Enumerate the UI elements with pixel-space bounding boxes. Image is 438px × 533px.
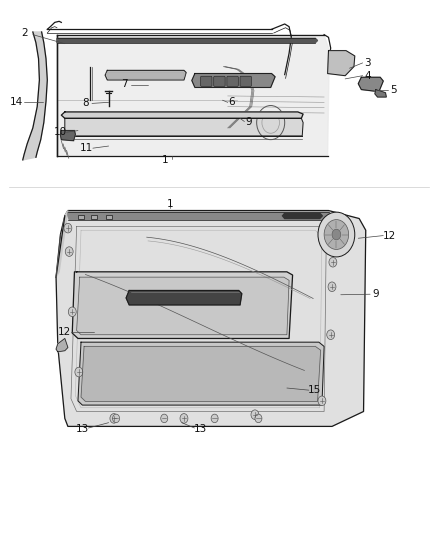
- Text: 11: 11: [80, 143, 93, 153]
- Circle shape: [64, 223, 72, 233]
- Bar: [78, 215, 84, 219]
- Text: 12: 12: [382, 231, 396, 240]
- FancyBboxPatch shape: [214, 76, 225, 86]
- Circle shape: [113, 414, 120, 423]
- Polygon shape: [57, 35, 329, 156]
- Circle shape: [324, 220, 349, 249]
- Circle shape: [251, 410, 259, 419]
- Circle shape: [211, 414, 218, 423]
- Text: 1: 1: [162, 155, 169, 165]
- Circle shape: [327, 330, 335, 340]
- Circle shape: [75, 367, 83, 377]
- Circle shape: [255, 414, 262, 423]
- Polygon shape: [358, 77, 383, 92]
- Text: 2: 2: [21, 28, 28, 38]
- Polygon shape: [375, 90, 386, 97]
- Polygon shape: [77, 277, 289, 335]
- Polygon shape: [56, 211, 366, 426]
- Polygon shape: [283, 213, 322, 219]
- Polygon shape: [328, 51, 355, 76]
- Text: 10: 10: [54, 127, 67, 137]
- Text: 12: 12: [58, 327, 71, 336]
- Polygon shape: [192, 74, 275, 87]
- Polygon shape: [72, 272, 293, 338]
- Polygon shape: [65, 118, 303, 136]
- FancyBboxPatch shape: [240, 76, 251, 86]
- Text: 9: 9: [372, 289, 379, 299]
- Polygon shape: [23, 32, 47, 160]
- Text: 3: 3: [364, 58, 371, 68]
- Polygon shape: [81, 346, 321, 401]
- Text: 15: 15: [308, 385, 321, 395]
- Polygon shape: [105, 70, 186, 80]
- Text: 1: 1: [166, 199, 173, 208]
- Circle shape: [318, 212, 355, 257]
- Text: 13: 13: [194, 424, 207, 434]
- Polygon shape: [57, 38, 318, 43]
- Circle shape: [110, 414, 118, 423]
- Circle shape: [328, 282, 336, 292]
- Text: 14: 14: [10, 98, 23, 107]
- Text: 13: 13: [76, 424, 89, 434]
- FancyBboxPatch shape: [201, 76, 212, 86]
- Circle shape: [65, 247, 73, 256]
- Text: 6: 6: [228, 98, 235, 107]
- Polygon shape: [56, 211, 68, 277]
- Polygon shape: [78, 342, 324, 405]
- FancyBboxPatch shape: [227, 76, 238, 86]
- Polygon shape: [126, 290, 242, 305]
- Bar: [106, 215, 112, 219]
- Text: 8: 8: [82, 99, 89, 108]
- Text: 4: 4: [364, 71, 371, 80]
- Polygon shape: [56, 338, 68, 352]
- Text: 7: 7: [121, 79, 128, 89]
- Text: 5: 5: [390, 85, 397, 94]
- Circle shape: [332, 229, 341, 240]
- Polygon shape: [106, 72, 185, 79]
- Polygon shape: [68, 212, 331, 220]
- Polygon shape: [60, 131, 75, 141]
- Circle shape: [329, 257, 337, 267]
- Circle shape: [161, 414, 168, 423]
- Text: 9: 9: [245, 117, 252, 126]
- Circle shape: [318, 396, 326, 406]
- Bar: [91, 215, 97, 219]
- Polygon shape: [61, 112, 303, 118]
- Circle shape: [180, 414, 188, 423]
- Circle shape: [68, 307, 76, 317]
